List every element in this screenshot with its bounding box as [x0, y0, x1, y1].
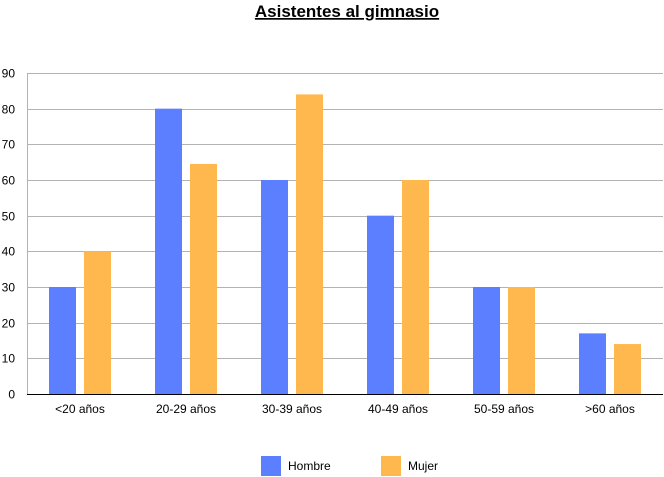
bar-mujer [402, 180, 429, 394]
bar-mujer [508, 287, 535, 394]
x-tick-label: 40-49 años [368, 402, 428, 416]
bar-hombre [155, 108, 182, 395]
legend-label: Hombre [288, 459, 331, 473]
x-tick-label: 20-29 años [156, 402, 216, 416]
y-tick-label: 30 [2, 281, 16, 295]
bar-hombre [49, 287, 76, 394]
bars [49, 94, 641, 395]
bar-hombre [579, 333, 606, 394]
x-axis-ticks: <20 años 20-29 años 30-39 años 40-49 años 50… [55, 402, 635, 416]
y-tick-label: 10 [2, 352, 16, 366]
y-tick-label: 40 [2, 245, 16, 259]
x-tick-label: >60 años [585, 402, 635, 416]
legend-swatch [381, 456, 401, 476]
gridlines [27, 73, 663, 395]
y-tick-label: 0 [8, 388, 15, 402]
x-tick-label: <20 años [55, 402, 105, 416]
y-tick-label: 70 [2, 138, 16, 152]
bar-mujer [296, 94, 323, 395]
y-axis-ticks: 0 10 20 30 40 50 60 70 80 90 [2, 67, 16, 402]
y-tick-label: 90 [2, 67, 16, 81]
y-tick-label: 20 [2, 317, 16, 331]
bar-mujer [614, 344, 641, 394]
legend-swatch [261, 456, 281, 476]
bar-hombre [473, 287, 500, 394]
bar-hombre [261, 180, 288, 394]
legend: Hombre Mujer [261, 456, 438, 476]
legend-label: Mujer [408, 459, 438, 473]
y-tick-label: 80 [2, 103, 16, 117]
bar-mujer [84, 251, 111, 394]
chart-title: Asistentes al gimnasio [255, 2, 439, 21]
x-tick-label: 30-39 años [262, 402, 322, 416]
bar-mujer [190, 163, 217, 394]
y-tick-label: 60 [2, 174, 16, 188]
x-tick-label: 50-59 años [474, 402, 534, 416]
y-tick-label: 50 [2, 210, 16, 224]
bar-hombre [367, 215, 394, 394]
